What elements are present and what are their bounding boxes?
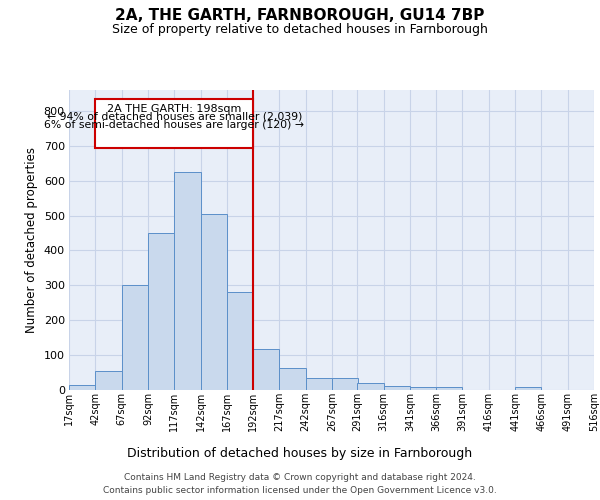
Text: Size of property relative to detached houses in Farnborough: Size of property relative to detached ho… [112, 22, 488, 36]
Bar [95, 371, 122, 390]
Text: Distribution of detached houses by size in Farnborough: Distribution of detached houses by size … [127, 448, 473, 460]
Bar [383, 386, 410, 390]
Bar [253, 349, 280, 390]
Bar [515, 387, 541, 390]
Text: ← 94% of detached houses are smaller (2,039): ← 94% of detached houses are smaller (2,… [47, 112, 302, 122]
Bar [122, 286, 148, 390]
FancyBboxPatch shape [95, 98, 253, 148]
Text: 2A THE GARTH: 198sqm: 2A THE GARTH: 198sqm [107, 104, 241, 114]
Y-axis label: Number of detached properties: Number of detached properties [25, 147, 38, 333]
Bar [200, 214, 227, 390]
Bar [280, 368, 306, 390]
Text: 6% of semi-detached houses are larger (120) →: 6% of semi-detached houses are larger (1… [44, 120, 304, 130]
Text: Contains public sector information licensed under the Open Government Licence v3: Contains public sector information licen… [103, 486, 497, 495]
Text: Contains HM Land Registry data © Crown copyright and database right 2024.: Contains HM Land Registry data © Crown c… [124, 472, 476, 482]
Bar [174, 172, 200, 390]
Bar [436, 386, 463, 390]
Bar [332, 378, 358, 390]
Bar [357, 384, 383, 390]
Bar [227, 292, 253, 390]
Bar [148, 233, 174, 390]
Bar [306, 378, 332, 390]
Text: 2A, THE GARTH, FARNBOROUGH, GU14 7BP: 2A, THE GARTH, FARNBOROUGH, GU14 7BP [115, 8, 485, 22]
Bar [69, 386, 95, 390]
Bar [410, 386, 436, 390]
